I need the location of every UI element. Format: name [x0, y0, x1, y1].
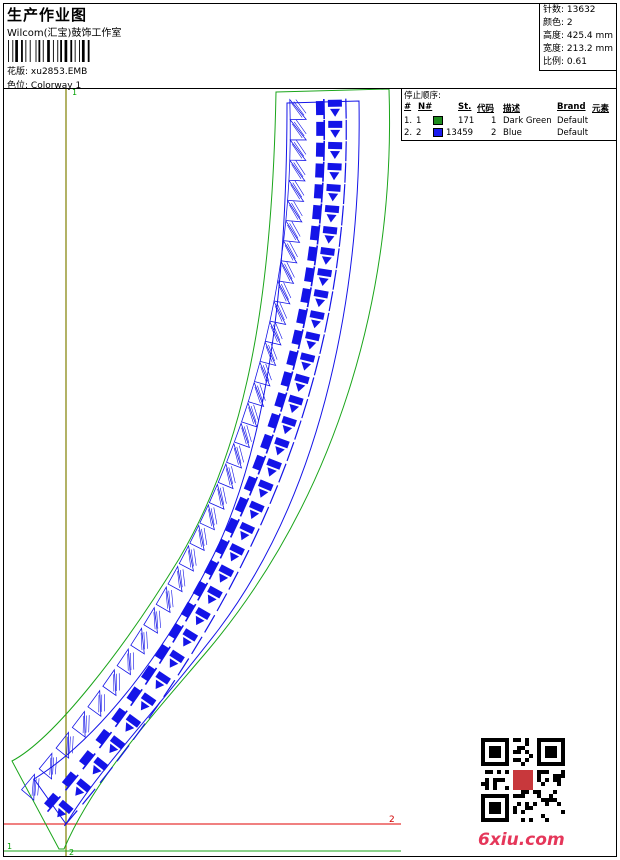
stats-box: 针数: 13632 颜色: 2 高度: 425.4 mm 宽度: 213.2 m…	[539, 3, 617, 71]
stat-width: 宽度: 213.2 mm	[543, 44, 614, 54]
motif-block	[233, 421, 295, 462]
bottom-mid-marker-label: 2	[69, 848, 74, 856]
row-desc: Blue	[503, 128, 522, 138]
motif-block	[241, 401, 302, 440]
embroidery-design: 1 1 2 2	[4, 89, 401, 856]
bottom-left-marker-label: 1	[7, 842, 12, 851]
motif-block	[87, 689, 146, 741]
motif-block	[289, 98, 347, 121]
row-st: 13459	[446, 128, 474, 138]
col-num: #	[404, 102, 412, 112]
row-brand: Default	[557, 116, 589, 126]
row-n: 1	[416, 116, 422, 126]
stat-height: 高度: 425.4 mm	[543, 31, 614, 41]
motif-block	[247, 381, 309, 419]
color-swatch-blue	[433, 128, 443, 137]
col-element: 元素	[592, 104, 610, 114]
motif-block	[283, 219, 343, 247]
motif-block	[288, 159, 347, 183]
pattern-label: 花版:	[7, 67, 29, 77]
page-title: 生产作业图	[7, 6, 88, 24]
motif-block	[102, 668, 161, 719]
row-code: 1	[491, 116, 497, 126]
stop-order-table: 停止顺序: # N# St. 代码 描述 Brand 元素 1. 1 171 1…	[401, 89, 617, 141]
row-num: 1.	[404, 116, 413, 126]
color-swatch-dark-green	[433, 116, 443, 125]
motif-block	[280, 239, 340, 269]
barcode	[8, 40, 90, 62]
stat-stitches: 针数: 13632	[543, 5, 596, 15]
col-desc: 描述	[503, 104, 521, 114]
outline-boundary	[11, 89, 391, 850]
row-st: 171	[458, 116, 475, 126]
stat-colors: 颜色: 2	[543, 18, 573, 28]
pattern-value: xu2853.EMB	[30, 67, 88, 77]
motif-block	[155, 585, 216, 633]
motif-block	[178, 544, 239, 590]
design-motifs	[21, 98, 347, 827]
motif-block	[116, 647, 176, 698]
col-n: N#	[418, 102, 433, 112]
stat-scale: 比例: 0.61	[543, 57, 587, 67]
row-n: 2	[416, 128, 422, 138]
motif-block	[143, 606, 203, 655]
motif-block	[217, 462, 279, 505]
motif-block	[273, 280, 334, 312]
company-name: Wilcom(汇宝)鼓饰工作室	[7, 28, 122, 39]
motif-block	[130, 627, 190, 676]
page-frame	[3, 3, 617, 857]
top-marker-label: 1	[72, 89, 77, 97]
header: 生产作业图 Wilcom(汇宝)鼓饰工作室 花版: xu2853.EMB 色位:…	[3, 3, 617, 91]
motif-block	[289, 118, 347, 141]
design-band-outline	[33, 100, 360, 825]
motif-block	[285, 199, 344, 226]
row-brand: Default	[557, 128, 589, 138]
stop-order-title: 停止顺序:	[404, 91, 441, 101]
motif-block	[189, 524, 250, 569]
colorway-value: Colorway 1	[30, 81, 82, 91]
motif-block	[21, 773, 78, 827]
row-code: 2	[491, 128, 497, 138]
col-st: St.	[458, 102, 472, 112]
motif-block	[269, 300, 330, 333]
red-marker-label: 2	[389, 815, 395, 825]
qr-code	[481, 738, 565, 822]
motif-block	[277, 259, 337, 290]
pattern-line: 花版: xu2853.EMB	[7, 64, 87, 77]
row-desc: Dark Green	[503, 116, 552, 126]
motif-block	[71, 710, 130, 762]
motif-block	[167, 565, 228, 612]
col-code: 代码	[477, 104, 495, 114]
col-brand: Brand	[557, 102, 586, 112]
motif-block	[199, 503, 260, 547]
motif-block	[259, 340, 320, 376]
motif-block	[38, 752, 96, 805]
watermark: 6xiu.com	[478, 830, 565, 850]
motif-block	[253, 361, 315, 397]
motif-block	[287, 179, 346, 205]
motif-block	[289, 138, 347, 162]
colorway-line: 色位: Colorway 1	[7, 78, 81, 91]
motif-block	[55, 731, 113, 784]
motif-block	[264, 320, 325, 355]
motif-block	[226, 442, 287, 483]
row-num: 2.	[404, 128, 413, 138]
motif-block	[208, 483, 270, 526]
colorway-label: 色位:	[7, 81, 29, 91]
